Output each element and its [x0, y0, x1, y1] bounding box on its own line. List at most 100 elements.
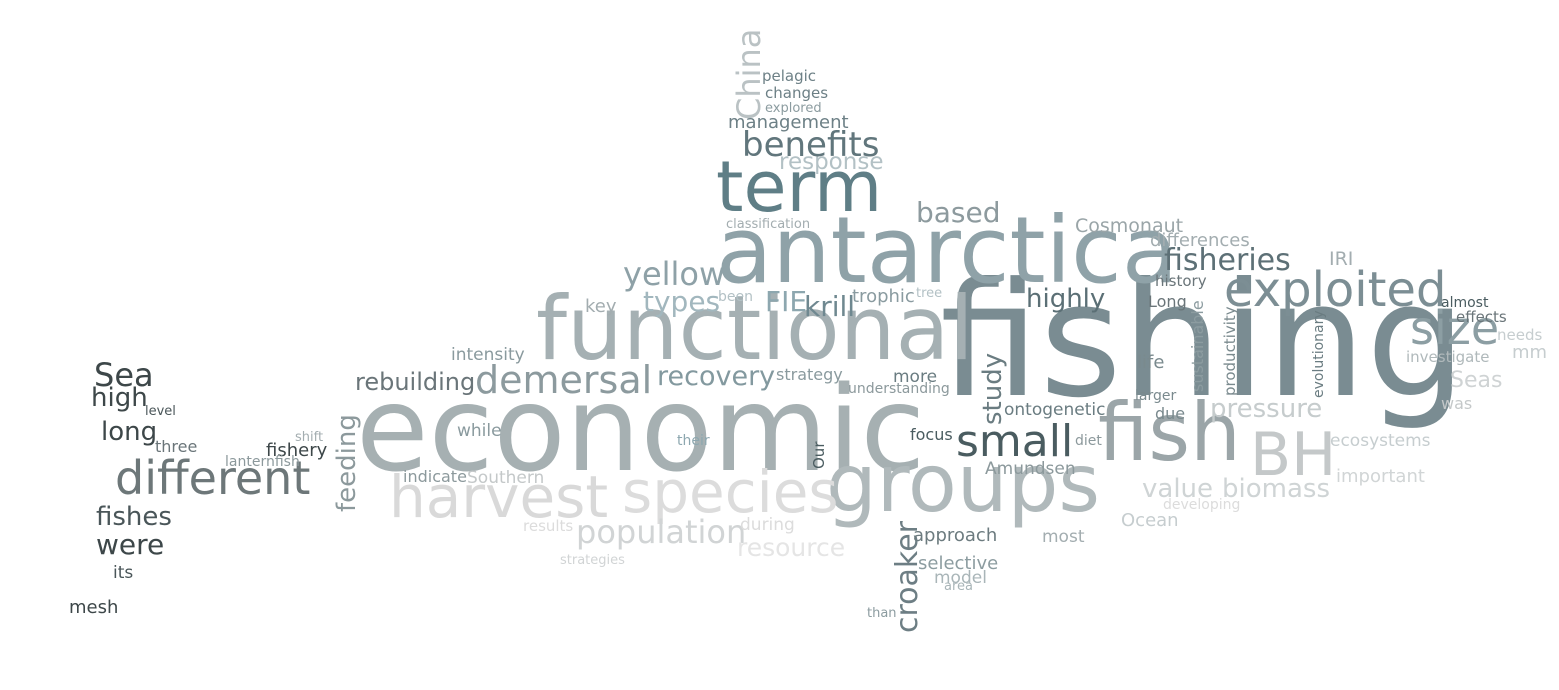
word-antarctica: antarctica [716, 197, 1179, 304]
word-krill: krill [804, 290, 856, 323]
word-fisheries: fisheries [1164, 243, 1291, 278]
word-almost: almost [1441, 295, 1489, 311]
word-highly: highly [1026, 284, 1106, 314]
word-than: than [867, 606, 897, 621]
word-intensity: intensity [451, 345, 525, 365]
word-different: different [115, 451, 311, 505]
word-investigate: investigate [1406, 348, 1490, 366]
word-yellow: yellow [623, 255, 726, 293]
word-approach: approach [913, 525, 998, 546]
word-been: been [718, 289, 753, 305]
word-amundsen: Amundsen [985, 459, 1076, 479]
word-groups: groups [826, 437, 1101, 530]
word-results: results [523, 517, 574, 535]
word-term: term [716, 146, 883, 228]
word-ocean: Ocean [1121, 510, 1179, 531]
word-harvest: harvest [389, 463, 609, 531]
word-classification: classification [726, 217, 811, 232]
word-needs: needs [1497, 326, 1543, 344]
word-seas: Seas [1450, 368, 1503, 393]
word-bh: BH [1250, 420, 1337, 490]
word-selective: selective [918, 553, 999, 574]
word-benefits: benefits [742, 125, 880, 165]
word-key: key [585, 296, 617, 317]
word-explored: explored [765, 101, 822, 116]
word-functional: functional [536, 277, 974, 380]
word-due: due [1155, 404, 1186, 423]
word-economic: economic [356, 360, 926, 498]
word-value: value [1142, 474, 1214, 504]
word-during: during [740, 515, 795, 535]
word-fie: FIE [765, 285, 808, 318]
word-southern: Southern [467, 468, 545, 488]
word-history: history [1155, 272, 1207, 290]
word-their: their [677, 433, 710, 449]
word-exploited: exploited [1224, 262, 1447, 318]
word-types: types [643, 285, 721, 318]
word-ecosystems: ecosystems [1330, 431, 1431, 451]
word-tree: tree [916, 286, 943, 301]
word-iri: IRI [1329, 248, 1354, 270]
word-trophic: trophic [852, 286, 915, 307]
word-lanternfish: lanternfish [225, 454, 300, 470]
word-pressure: pressure [1210, 394, 1323, 424]
word-most: most [1042, 527, 1085, 547]
word-life: life [1137, 352, 1165, 373]
word-long: Long [1148, 292, 1187, 311]
word-ontogenetic: ontogenetic [1004, 400, 1106, 420]
word-fishery: fishery [266, 440, 328, 461]
word-management: management [728, 112, 849, 133]
word-differences: differences [1150, 230, 1250, 251]
word-three: three [155, 437, 198, 456]
word-population: population [576, 513, 747, 551]
word-fishes: fishes [96, 502, 172, 532]
word-was: was [1441, 394, 1473, 413]
word-feeding: feeding [332, 414, 362, 512]
word-important: important [1336, 466, 1425, 487]
word-model: model [934, 568, 987, 588]
word-focus: focus [910, 425, 953, 444]
word-fish: fish [1098, 386, 1241, 479]
word-evolutionary: evolutionary [1311, 310, 1327, 398]
word-sustainable: sustainable [1188, 300, 1207, 392]
word-mesh: mesh [69, 597, 119, 618]
word-high: high [91, 383, 148, 413]
word-mm: mm [1512, 342, 1548, 363]
word-long: long [101, 417, 158, 447]
word-were: were [96, 528, 165, 561]
word-biomass: biomass [1222, 474, 1330, 504]
word-more: more [893, 367, 938, 387]
word-indicate: indicate [403, 467, 467, 486]
word-level: level [145, 404, 176, 419]
word-small: small [956, 416, 1074, 467]
word-changes: changes [765, 84, 829, 102]
word-species: species [622, 458, 839, 526]
word-based: based [916, 196, 1001, 229]
word-larger: larger [1135, 388, 1177, 404]
word-fishing: fishing [940, 249, 1467, 433]
word-developing: developing [1163, 497, 1241, 513]
word-while: while [457, 421, 502, 441]
word-its: its [113, 563, 134, 583]
word-china: China [730, 28, 768, 120]
word-understanding: understanding [848, 381, 950, 397]
word-area: area [944, 579, 973, 594]
word-size: size [1410, 301, 1500, 355]
word-demersal: demersal [475, 358, 653, 402]
word-rebuilding: rebuilding [355, 368, 476, 396]
word-shift: shift [295, 430, 324, 445]
word-resource: resource [737, 533, 846, 562]
word-diet: diet [1075, 433, 1102, 449]
word-strategy: strategy [776, 365, 843, 384]
word-response: response [779, 149, 884, 175]
word-productivity: productivity [1221, 306, 1239, 396]
word-strategies: strategies [560, 553, 625, 568]
word-recovery: recovery [657, 361, 776, 392]
word-cosmonaut: Cosmonaut [1075, 215, 1184, 237]
word-study: study [978, 352, 1008, 425]
word-pelagic: pelagic [762, 67, 817, 85]
word-our: Our [810, 441, 828, 469]
word-sea: Sea [94, 356, 154, 394]
word-effects: effects [1456, 308, 1507, 326]
